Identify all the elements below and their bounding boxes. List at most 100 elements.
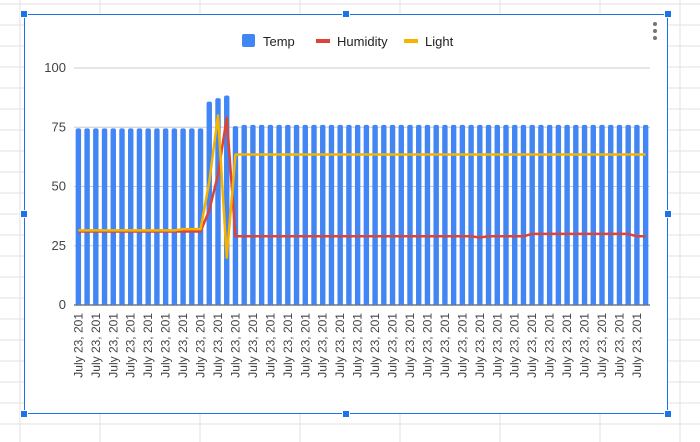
temp-bar — [162, 128, 169, 305]
temp-bar — [398, 124, 404, 305]
temp-bar — [616, 124, 623, 305]
temp-bar — [206, 101, 212, 306]
light-line — [78, 114, 646, 259]
x-tick-label: July 23, 201 — [333, 313, 347, 378]
temp-bar — [84, 128, 90, 305]
resize-handle-top[interactable] — [342, 10, 350, 18]
temp-bar — [241, 124, 247, 305]
x-tick-label: July 23, 201 — [473, 313, 487, 378]
legend-label: Light — [425, 34, 454, 49]
temp-bar — [128, 128, 134, 305]
legend-label: Temp — [263, 34, 295, 49]
temp-bar — [468, 124, 474, 305]
temp-bar — [145, 128, 151, 305]
y-tick-label: 0 — [59, 297, 66, 312]
legend-item-light[interactable]: Light — [404, 34, 454, 49]
temp-bar — [293, 124, 300, 305]
x-tick-label: July 23, 201 — [525, 313, 539, 378]
temp-bar — [328, 124, 335, 305]
temp-bar — [154, 128, 160, 305]
temp-bar — [407, 124, 413, 305]
temp-bar — [546, 124, 553, 305]
temp-bar — [599, 124, 605, 305]
x-axis-ticks: July 23, 201 July 23, 201 July 23, 201 July… — [71, 313, 644, 378]
more-options-icon[interactable] — [650, 22, 660, 44]
x-tick-label: July 23, 201 — [106, 313, 120, 378]
temp-bar — [180, 128, 186, 305]
temp-bar — [581, 124, 588, 305]
resize-handle-top-left[interactable] — [20, 10, 28, 18]
y-tick-label: 100 — [44, 60, 66, 75]
resize-handle-top-right[interactable] — [664, 10, 672, 18]
temp-bar — [311, 124, 317, 305]
temp-bar — [381, 124, 387, 305]
x-tick-label: July 23, 201 — [595, 313, 609, 378]
temp-bar — [119, 128, 125, 305]
x-tick-label: July 23, 201 — [612, 313, 626, 378]
temp-bar — [267, 124, 274, 305]
temp-bar — [564, 124, 570, 305]
temp-bar — [372, 124, 378, 305]
x-tick-label: July 23, 201 — [89, 313, 103, 378]
temp-bar — [608, 124, 614, 305]
temp-bar — [573, 124, 579, 305]
chart-legend: Temp Humidity Light — [242, 34, 454, 49]
temp-bar — [477, 124, 483, 305]
resize-handle-bottom-left[interactable] — [20, 410, 28, 418]
legend-swatch — [316, 39, 330, 43]
legend-item-humidity[interactable]: Humidity — [316, 34, 388, 49]
temp-bar — [416, 124, 422, 305]
temp-bars — [75, 95, 649, 306]
temp-bar — [450, 124, 457, 305]
temp-bar — [634, 124, 640, 305]
x-tick-label: July 23, 201 — [490, 313, 504, 378]
x-tick-label: July 23, 201 — [438, 313, 452, 378]
temp-bar — [110, 128, 116, 305]
x-tick-label: July 23, 201 — [386, 313, 400, 378]
temp-bar — [302, 124, 308, 305]
temp-bar — [258, 124, 265, 305]
legend-item-temp[interactable]: Temp — [242, 34, 295, 49]
temp-bar — [101, 128, 108, 305]
temp-bar — [250, 124, 256, 305]
x-tick-label: July 23, 201 — [508, 313, 522, 378]
x-tick-label: July 23, 201 — [368, 313, 382, 378]
x-tick-label: July 23, 201 — [211, 313, 225, 378]
x-tick-label: July 23, 201 — [263, 313, 277, 378]
temp-bar — [625, 124, 631, 305]
temp-bar — [197, 128, 204, 305]
temp-bar — [354, 124, 361, 305]
x-tick-label: July 23, 201 — [281, 313, 295, 378]
temp-bar — [494, 124, 500, 305]
temp-bar — [75, 128, 82, 305]
temp-bar — [520, 124, 527, 305]
temp-bar — [363, 124, 370, 305]
temp-bar — [346, 124, 352, 305]
temp-bar — [189, 128, 195, 305]
x-tick-label: July 23, 201 — [578, 313, 592, 378]
temp-bar — [642, 124, 649, 305]
x-tick-label: July 23, 201 — [246, 313, 260, 378]
y-tick-label: 50 — [52, 179, 66, 194]
temp-bar — [433, 124, 439, 305]
resize-handle-right[interactable] — [664, 210, 672, 218]
x-tick-label: July 23, 201 — [194, 313, 208, 378]
temp-bar — [590, 124, 596, 305]
temp-bar — [337, 124, 343, 305]
legend-label: Humidity — [337, 34, 388, 49]
x-tick-label: July 23, 201 — [228, 313, 242, 378]
temp-bar — [503, 124, 509, 305]
x-tick-label: July 23, 201 — [560, 313, 574, 378]
y-axis-ticks: 0 25 50 75 100 — [44, 60, 66, 312]
x-tick-label: July 23, 201 — [159, 313, 173, 378]
temp-bar — [555, 124, 562, 305]
legend-swatch — [242, 34, 255, 47]
resize-handle-left[interactable] — [20, 210, 28, 218]
x-tick-label: July 23, 201 — [298, 313, 312, 378]
temp-bar — [320, 124, 326, 305]
x-tick-label: July 23, 201 — [141, 313, 155, 378]
resize-handle-bottom-right[interactable] — [664, 410, 672, 418]
resize-handle-bottom[interactable] — [342, 410, 350, 418]
x-tick-label: July 23, 201 — [71, 313, 85, 378]
temp-bar — [276, 124, 282, 305]
